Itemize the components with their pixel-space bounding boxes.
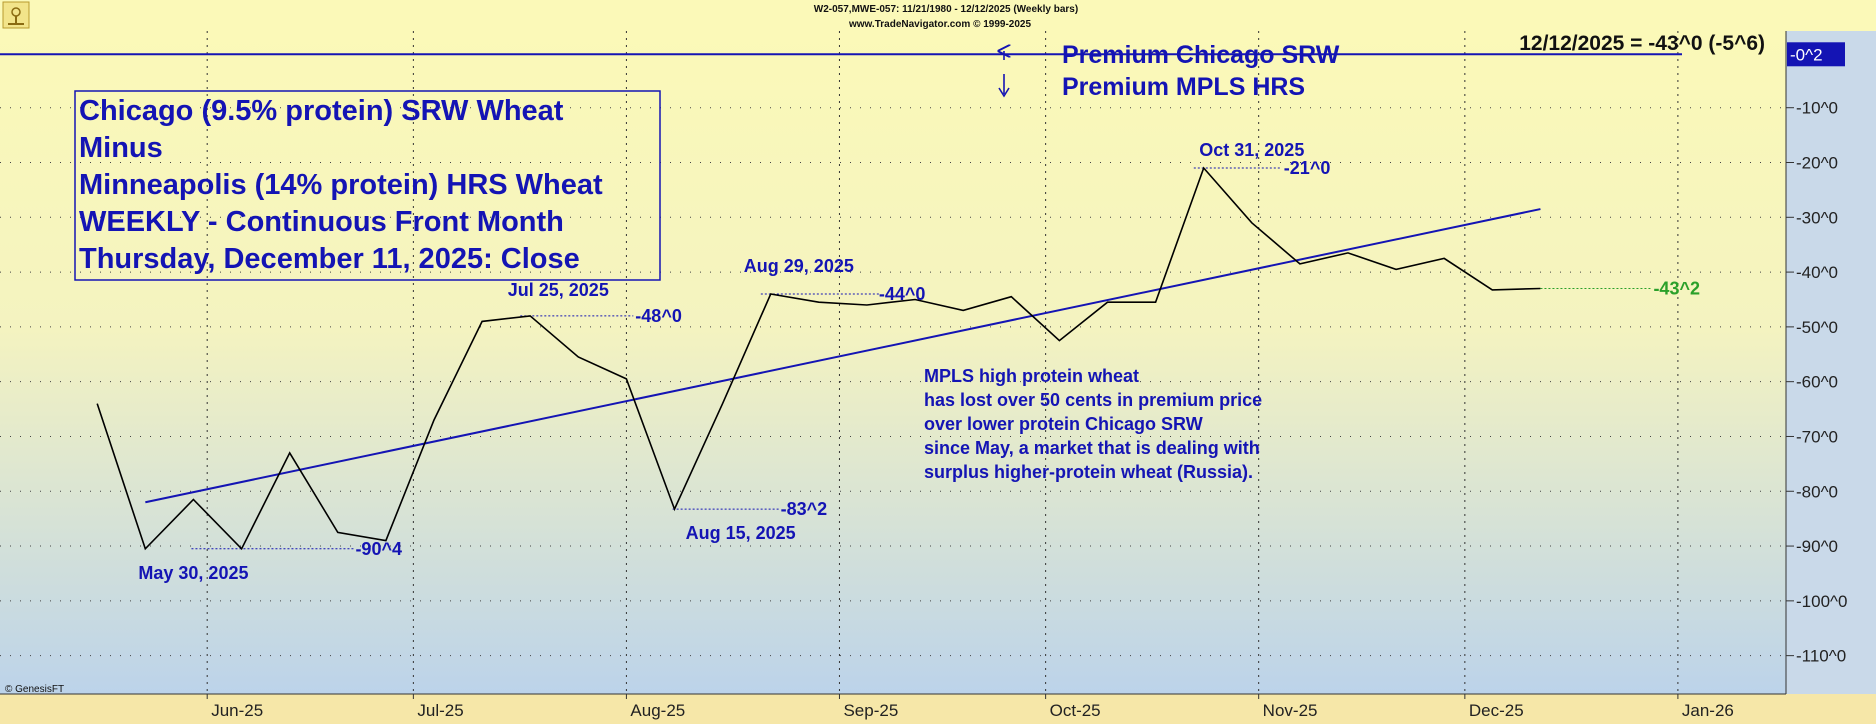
title-line-3: Minneapolis (14% protein) HRS Wheat — [79, 169, 603, 201]
premium-chicago-label: Premium Chicago SRW — [1062, 41, 1340, 69]
zero-premium-label: -0^2 — [1790, 45, 1823, 64]
genesis-logo — [2, 1, 30, 29]
note-line-2: has lost over 50 cents in premium price — [924, 390, 1262, 410]
annotation-guides — [191, 167, 1651, 550]
annotation-date: Jul 25, 2025 — [508, 280, 609, 300]
x-tick-label: Aug-25 — [630, 701, 685, 720]
annotation-value: -21^0 — [1284, 158, 1331, 178]
x-tick-label: Jul-25 — [417, 701, 463, 720]
x-axis-strip — [0, 694, 1876, 724]
annotation-value: -48^0 — [635, 306, 682, 326]
y-tick-label: -90^0 — [1796, 537, 1838, 556]
copyright: © GenesisFT — [5, 684, 64, 695]
annotation-date: Aug 29, 2025 — [744, 256, 854, 276]
y-axis: -10^0 -20^0 -30^0 -40^0 -50^0 -60^0 -70^0 -80^0… — [0, 99, 1847, 666]
last-value-readout: 12/12/2025 = -43^0 (-5^6) — [1519, 32, 1765, 55]
annotation-date: May 30, 2025 — [138, 563, 248, 583]
note-line-3: over lower protein Chicago SRW — [924, 414, 1203, 434]
y-tick-label: -60^0 — [1796, 373, 1838, 392]
title-box — [74, 90, 661, 281]
note-line-4: since May, a market that is dealing with — [924, 438, 1260, 458]
note-line-1: MPLS high protein wheat — [924, 366, 1139, 386]
y-tick-label: -30^0 — [1796, 208, 1838, 227]
last-value-label: -43^2 — [1653, 279, 1700, 299]
y-tick-label: -110^0 — [1796, 647, 1846, 666]
title-line-2: Minus — [79, 132, 163, 164]
trendline — [145, 208, 1541, 504]
series-line — [96, 166, 1541, 551]
header-line-1: W2-057,MWE-057: 11/21/1980 - 12/12/2025 … — [814, 4, 1078, 15]
annotation-date: Aug 15, 2025 — [686, 523, 796, 543]
y-tick-label: -70^0 — [1796, 427, 1838, 446]
y-tick-label: -40^0 — [1796, 263, 1838, 282]
y-tick-label: -50^0 — [1796, 318, 1838, 337]
premium-arrows — [999, 51, 1009, 98]
zero-premium-marker — [1787, 42, 1845, 67]
y-tick-label: -10^0 — [1796, 99, 1838, 118]
premium-mpls-label: Premium MPLS HRS — [1062, 73, 1305, 101]
x-axis: Jun-25 Jul-25 Aug-25 Sep-25 Oct-25 Nov-25 Dec-… — [206, 694, 1734, 720]
annotation-date: Oct 31, 2025 — [1199, 140, 1304, 160]
plot-area — [0, 31, 1786, 694]
y-tick-label: -20^0 — [1796, 154, 1838, 173]
x-tick-label: Nov-25 — [1263, 701, 1318, 720]
title-line-1: Chicago (9.5% protein) SRW Wheat — [79, 95, 564, 127]
x-tick-label: Jan-26 — [1682, 701, 1734, 720]
annotation-value: -44^0 — [879, 284, 926, 304]
x-tick-label: Sep-25 — [843, 701, 898, 720]
header-bar — [0, 0, 1876, 31]
x-tick-label: Oct-25 — [1050, 701, 1101, 720]
annotation-labels: -90^4 May 30, 2025 -48^0 Jul 25, 2025 -83^2 A… — [138, 140, 1700, 583]
title-line-5: Thursday, December 11, 2025: Close — [79, 243, 580, 275]
y-tick-label: -100^0 — [1796, 592, 1847, 611]
x-tick-label: Jun-25 — [211, 701, 263, 720]
title-line-4: WEEKLY - Continuous Front Month — [79, 206, 564, 238]
header-line-2: www.TradeNavigator.com © 1999-2025 — [848, 19, 1032, 30]
annotation-value: -90^4 — [355, 539, 402, 559]
note-line-5: surplus higher-protein wheat (Russia). — [924, 462, 1253, 482]
annotation-value: -83^2 — [781, 499, 828, 519]
y-tick-label: -80^0 — [1796, 482, 1838, 501]
x-tick-label: Dec-25 — [1469, 701, 1524, 720]
